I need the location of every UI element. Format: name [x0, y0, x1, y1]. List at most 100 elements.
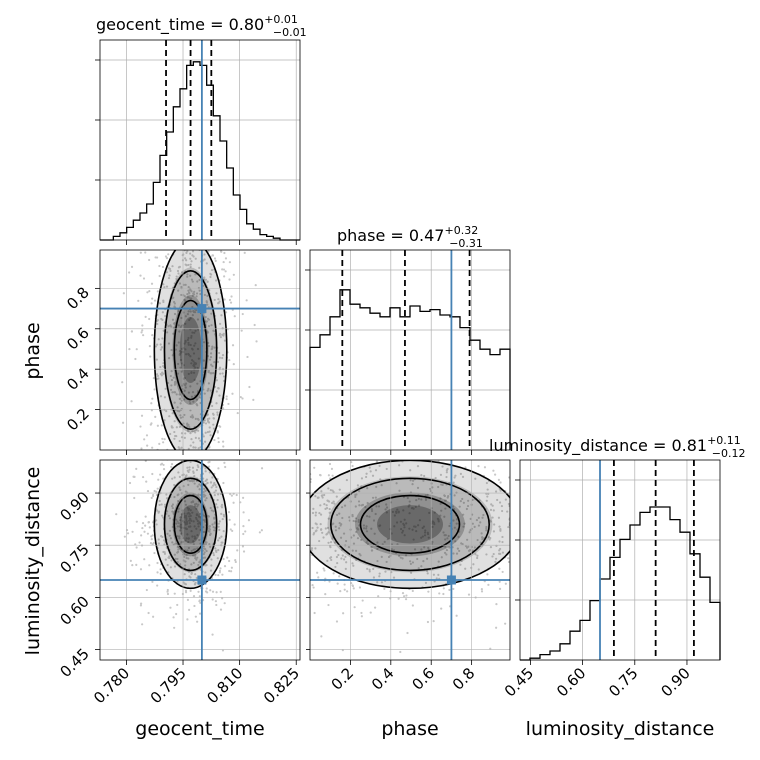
sample-point	[420, 548, 423, 551]
sample-point	[215, 591, 218, 594]
sample-point	[352, 534, 355, 537]
sample-point	[164, 314, 167, 318]
sample-point	[228, 569, 231, 573]
sample-point	[174, 348, 177, 351]
sample-point	[173, 483, 176, 487]
sample-point	[480, 532, 483, 535]
sample-point	[241, 312, 244, 316]
sample-point	[228, 559, 231, 563]
y-tick-label-phase: 0.6	[63, 324, 93, 354]
sample-point	[213, 529, 216, 532]
sample-point	[420, 498, 423, 501]
sample-point	[219, 336, 222, 339]
sample-point	[211, 345, 214, 348]
sample-point	[178, 282, 182, 285]
sample-point	[487, 536, 491, 539]
x-tick-label-phase: 0.8	[449, 664, 479, 694]
sample-point	[437, 485, 440, 489]
sample-point	[442, 587, 445, 590]
sample-point	[195, 576, 198, 580]
sample-point	[192, 456, 194, 458]
sample-point	[166, 592, 170, 596]
sample-point	[437, 573, 440, 576]
sample-point	[205, 497, 208, 500]
sample-point	[429, 455, 431, 457]
sample-point	[338, 488, 341, 491]
sample-point	[220, 250, 223, 253]
sample-point	[507, 502, 510, 506]
sample-point	[398, 464, 401, 467]
sample-point	[211, 404, 214, 408]
sample-point	[356, 528, 360, 531]
sample-point	[144, 460, 147, 463]
sample-point	[197, 525, 200, 528]
sample-point	[169, 566, 172, 569]
sample-point	[193, 293, 196, 296]
sample-point	[229, 379, 231, 381]
sample-point	[316, 571, 319, 574]
sample-point	[498, 567, 501, 570]
sample-point	[173, 430, 176, 434]
sample-point	[334, 525, 337, 528]
sample-point	[329, 477, 332, 480]
x-tick-label-geocent_time: 0.780	[90, 664, 133, 707]
sample-point	[173, 312, 177, 316]
sample-point	[223, 275, 226, 278]
sample-point	[217, 387, 220, 390]
sample-point	[215, 402, 218, 405]
sample-point	[207, 421, 211, 424]
sample-point	[480, 588, 483, 591]
sample-point	[412, 538, 415, 541]
sample-point	[205, 587, 208, 590]
sample-point	[209, 481, 212, 484]
sample-point	[354, 505, 357, 508]
sample-point	[365, 530, 369, 533]
sample-point	[319, 474, 322, 477]
sample-point	[187, 537, 190, 540]
sample-point	[213, 346, 216, 349]
sample-point	[178, 535, 181, 538]
sample-point	[411, 604, 414, 607]
sample-point	[416, 465, 420, 468]
sample-point	[194, 273, 197, 276]
sample-point	[170, 451, 172, 453]
sample-point	[365, 525, 368, 528]
sample-point	[360, 477, 364, 480]
sample-point	[344, 567, 347, 571]
sample-point	[156, 487, 159, 490]
sample-point	[160, 424, 163, 427]
sample-point	[318, 539, 321, 543]
x-tick-label-phase: 0.2	[328, 664, 358, 694]
sample-point	[421, 535, 424, 538]
sample-point	[322, 447, 324, 449]
sample-point	[202, 556, 205, 559]
density-fill	[172, 295, 209, 405]
truth-marker	[197, 575, 207, 585]
sample-point	[183, 500, 187, 503]
sample-point	[500, 504, 504, 508]
sample-point	[376, 559, 379, 563]
sample-point	[194, 457, 196, 459]
panel-frame	[309, 459, 511, 661]
sample-point	[195, 527, 198, 530]
sample-point	[477, 524, 481, 527]
sample-point	[209, 506, 212, 510]
sample-point	[448, 546, 451, 549]
sample-point	[324, 527, 327, 530]
sample-point	[186, 533, 189, 536]
sample-point	[497, 516, 501, 519]
sample-point	[242, 511, 245, 514]
sample-point	[199, 455, 201, 457]
sample-point	[180, 541, 183, 544]
sample-point	[319, 452, 321, 454]
sample-point	[245, 299, 248, 302]
sample-point	[422, 525, 426, 528]
sample-point	[206, 419, 210, 422]
sample-point	[331, 537, 334, 540]
sample-point	[195, 295, 198, 298]
sample-point	[165, 410, 168, 413]
sample-point	[339, 590, 342, 593]
y-tick-label-luminosity_distance: 0.75	[56, 540, 92, 576]
sample-point	[134, 543, 137, 546]
sample-point	[197, 563, 200, 567]
